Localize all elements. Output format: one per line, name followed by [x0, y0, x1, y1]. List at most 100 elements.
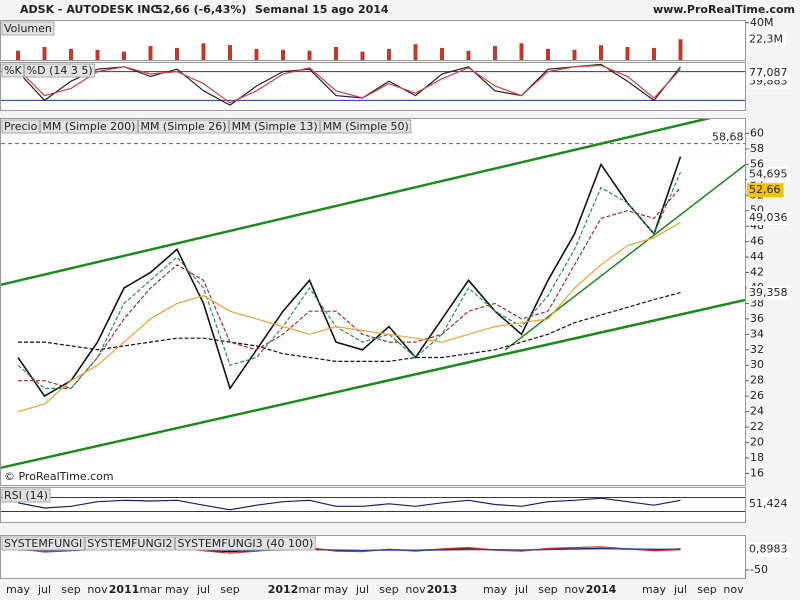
- volume-bar: [678, 39, 683, 60]
- series-line: [17, 64, 681, 104]
- legend-box: [174, 536, 316, 551]
- volume-bar: [307, 50, 312, 60]
- x-tick-label: 2012: [268, 583, 299, 596]
- last-value-label: 0,8983: [749, 543, 788, 556]
- y-tick-label: 30: [750, 358, 764, 371]
- legend-item: RSI (14): [1, 488, 51, 503]
- series-line: [17, 156, 682, 398]
- volume-bar: [69, 48, 73, 60]
- volume-bar: [122, 51, 126, 60]
- legend-box: [1, 488, 51, 503]
- last-value-label: 39,358: [749, 286, 788, 299]
- y-tick-label: 34: [750, 327, 764, 340]
- volume-bar: [201, 43, 206, 60]
- volume-panel: [0, 20, 746, 61]
- volume-bar: [546, 48, 550, 60]
- legend-item: Volumen: [1, 21, 55, 36]
- x-tick-label: 2014: [586, 583, 617, 596]
- last-value-label: 39,358: [747, 285, 791, 300]
- legend-item: SYSTEMFUNGI: [1, 536, 85, 551]
- x-tick-label: jul: [514, 583, 528, 596]
- last-value-label-bg: [747, 542, 791, 557]
- legend-label: RSI (14): [4, 489, 48, 502]
- legend-box: [320, 119, 412, 134]
- series-line: [17, 171, 682, 389]
- volume-bar: [625, 46, 630, 60]
- y-tick-label: 28: [750, 374, 764, 387]
- x-tick-label: nov: [405, 583, 426, 596]
- x-tick-label: sep: [61, 583, 80, 596]
- last-value-label: 51,424: [749, 497, 788, 510]
- legend-box: [137, 119, 230, 134]
- series-line: [18, 292, 681, 362]
- x-tick-label: mar: [140, 583, 162, 596]
- y-tick-label: 56: [750, 157, 764, 170]
- series-line: [17, 221, 681, 413]
- price-panel: [0, 118, 746, 486]
- y-tick-label: 20: [750, 436, 764, 449]
- legend-box: [1, 119, 40, 134]
- stochastic-panel: [0, 62, 746, 111]
- volume-bar: [175, 47, 179, 60]
- high-label: 58,68: [712, 131, 744, 144]
- last-value-label-bg: [747, 65, 791, 80]
- volume-bar: [493, 46, 497, 60]
- legend-label: SYSTEMFUNGI3 (40 100): [177, 537, 313, 550]
- last-value-label: 54,695: [749, 167, 788, 180]
- site: www.ProRealTime.com: [653, 3, 795, 16]
- y-tick-label: 60: [750, 126, 764, 139]
- legend-label: MM (Simple 13): [232, 120, 318, 133]
- last-value-label: 51,424: [747, 497, 791, 512]
- legend-label: Precio: [4, 120, 38, 133]
- x-tick-label: may: [642, 583, 666, 596]
- x-tick-label: jul: [37, 583, 51, 596]
- symbol: ADSK - AUTODESK INC.: [20, 3, 163, 16]
- y-tick-label: 24: [750, 405, 764, 418]
- last-value-label: 77,087: [747, 65, 791, 80]
- x-tick-label: 2011: [109, 583, 140, 596]
- volume-bar: [228, 45, 232, 60]
- x-tick-label: may: [6, 583, 30, 596]
- legend-label: MM (Simple 26): [140, 120, 226, 133]
- y-tick-label: 36: [750, 312, 764, 325]
- last-price-label: 52,66: [749, 183, 781, 196]
- y-tick-label: -50: [750, 563, 768, 576]
- x-tick-label: may: [165, 583, 189, 596]
- volume-bar: [652, 47, 656, 60]
- trend-line: [1, 119, 711, 287]
- volume-bar: [387, 48, 391, 60]
- legend-label: MM (Simple 50): [323, 120, 409, 133]
- legend-label: %K: [4, 64, 22, 77]
- x-tick-label: may: [483, 583, 507, 596]
- legend-item: MM (Simple 200): [39, 119, 138, 134]
- legend-item: SYSTEMFUNGI2: [84, 536, 175, 551]
- volume-bar: [16, 50, 20, 60]
- legend-box: [1, 536, 85, 551]
- y-tick-label: 22: [750, 420, 764, 433]
- legend-item: %D (14 3 5): [24, 63, 96, 78]
- last-price-label-bg: [747, 183, 784, 198]
- volume-bar: [281, 49, 285, 60]
- legend-box: [1, 21, 55, 36]
- last-value-label: 0,8983: [747, 542, 791, 557]
- legend-label: SYSTEMFUNGI: [4, 537, 82, 550]
- copyright: © ProRealTime.com: [4, 470, 114, 483]
- x-tick-label: sep: [538, 583, 557, 596]
- x-tick-label: sep: [697, 583, 716, 596]
- legend-box: [1, 63, 25, 78]
- x-tick-label: sep: [220, 583, 239, 596]
- x-tick-label: nov: [87, 583, 108, 596]
- volume-bar: [413, 44, 418, 60]
- last-value-label: 54,695: [747, 167, 791, 182]
- quote: 52,66 (-6,43%): [155, 3, 246, 16]
- volume-bar: [466, 50, 471, 60]
- last-value-label-bg: [747, 167, 791, 182]
- legend-label: MM (Simple 200): [42, 120, 135, 133]
- legend-item: MM (Simple 50): [320, 119, 412, 134]
- y-tick-label: 26: [750, 389, 764, 402]
- volume-bar: [254, 48, 259, 60]
- legend-item: Precio: [1, 119, 40, 134]
- y-tick-label: 18: [750, 451, 764, 464]
- x-tick-label: may: [324, 583, 348, 596]
